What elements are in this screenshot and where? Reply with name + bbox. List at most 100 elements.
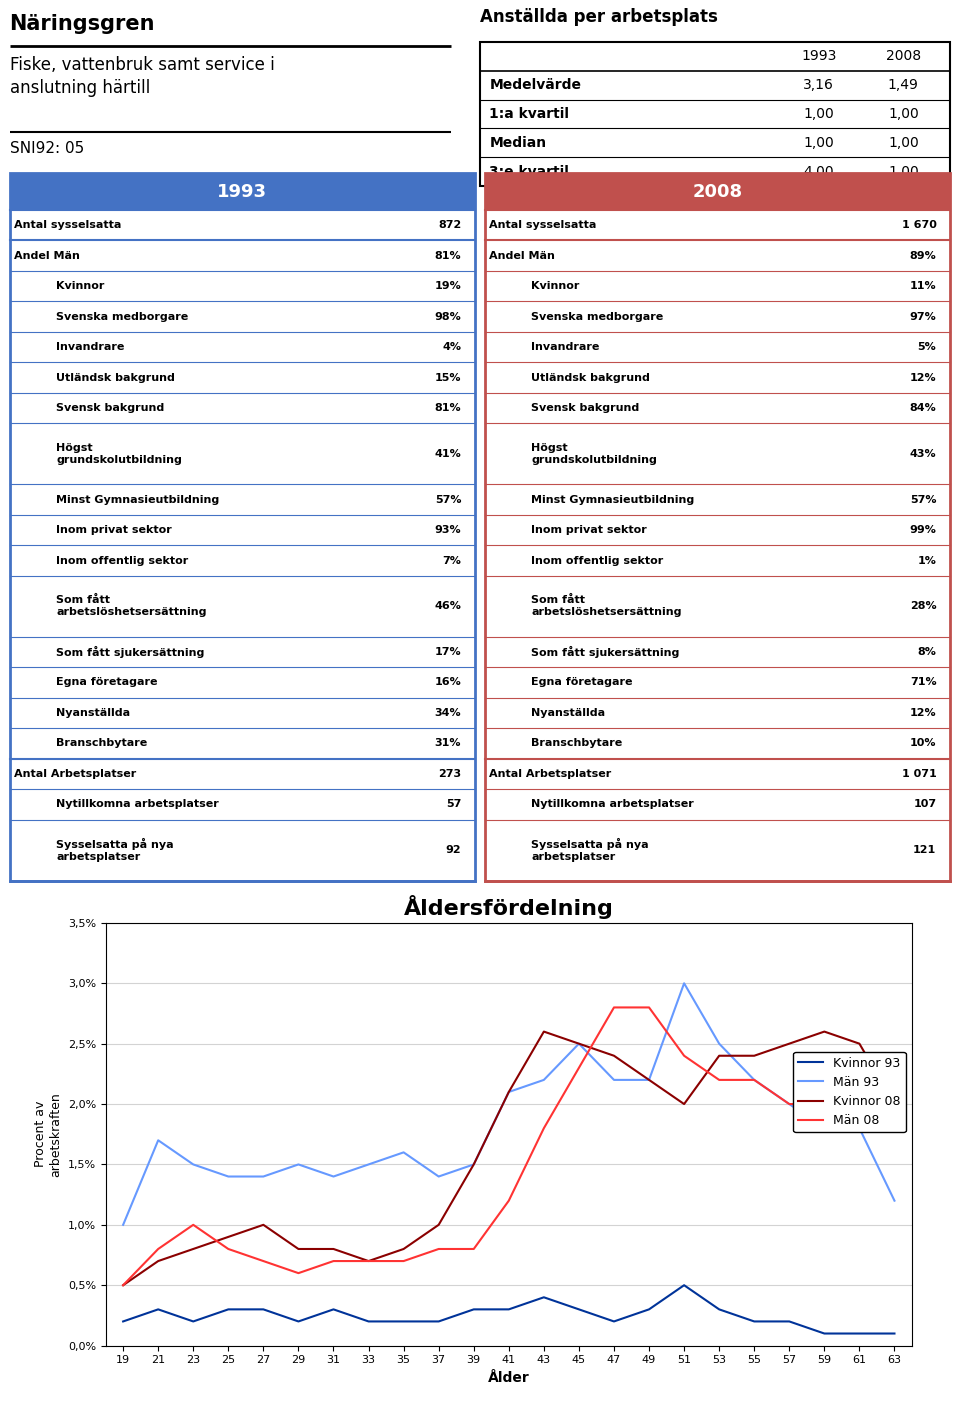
Text: Som fått
arbetslöshetsersättning: Som fått arbetslöshetsersättning [56,596,206,617]
Text: Branschbytare: Branschbytare [56,738,148,748]
Män 08 [293,1265,304,1282]
Män 93 [117,1216,129,1233]
Text: Kvinnor: Kvinnor [532,282,580,292]
Text: 5%: 5% [918,342,936,352]
Text: 57: 57 [445,799,461,809]
Text: 107: 107 [913,799,936,809]
Text: Minst Gymnasieutbildning: Minst Gymnasieutbildning [56,495,220,504]
Kvinnor 08 [187,1240,199,1257]
Bar [480,42,950,186]
Män 08 [643,999,655,1016]
Kvinnor 08 [363,1253,374,1270]
Text: 1,00: 1,00 [888,165,919,179]
Text: Nyanställda: Nyanställda [532,707,606,719]
Kvinnor 93 [223,1301,234,1317]
Text: Utländsk bakgrund: Utländsk bakgrund [532,372,650,383]
Män 08 [503,1192,515,1209]
Text: Näringsgren: Näringsgren [10,14,156,34]
Text: Branschbytare: Branschbytare [532,738,623,748]
Text: 121: 121 [913,845,936,855]
Text: Inom offentlig sektor: Inom offentlig sektor [532,555,663,565]
Kvinnor 08 [819,1023,830,1040]
Text: 15%: 15% [435,372,461,383]
Män 93 [187,1155,199,1172]
Text: 1993: 1993 [801,49,836,63]
Män 93 [433,1168,444,1185]
Män 93 [609,1071,620,1088]
Text: 89%: 89% [910,251,936,261]
Kvinnor 93 [573,1301,585,1317]
Text: Inom privat sektor: Inom privat sektor [56,526,172,535]
Män 93 [257,1168,269,1185]
Text: Antal Arbetsplatser: Antal Arbetsplatser [490,769,612,779]
Text: Svensk bakgrund: Svensk bakgrund [532,403,639,413]
Text: 4,00: 4,00 [804,165,834,179]
Kvinnor 08 [679,1096,690,1113]
Text: 34%: 34% [435,707,461,719]
Text: 1 670: 1 670 [901,220,936,230]
Text: Antal sysselsatta: Antal sysselsatta [490,220,597,230]
X-axis label: Ålder: Ålder [488,1371,530,1385]
Text: Medelvärde: Medelvärde [490,77,582,92]
Kvinnor 08 [573,1036,585,1053]
Män 93 [539,1071,550,1088]
Kvinnor 08 [539,1023,550,1040]
Text: 28%: 28% [910,602,936,612]
Kvinnor 08 [713,1047,725,1064]
Text: SNI92: 05: SNI92: 05 [10,141,84,156]
Män 93 [397,1144,409,1161]
Text: 97%: 97% [910,311,936,321]
Text: 92: 92 [445,845,461,855]
Män 08 [573,1060,585,1076]
Text: Nytillkomna arbetsplatser: Nytillkomna arbetsplatser [532,799,694,809]
Män 93 [713,1036,725,1053]
Text: Nyanställda: Nyanställda [56,707,131,719]
Text: 98%: 98% [435,311,461,321]
Män 93 [819,1120,830,1137]
Line: Kvinnor 08: Kvinnor 08 [123,1031,895,1285]
Män 93 [223,1168,234,1185]
Line: Män 93: Män 93 [123,983,895,1224]
Kvinnor 93 [643,1301,655,1317]
Män 93 [573,1036,585,1053]
Kvinnor 93 [889,1324,900,1341]
Text: 872: 872 [438,220,461,230]
Text: 1993: 1993 [217,183,268,200]
Kvinnor 93 [117,1313,129,1330]
Text: Svensk bakgrund: Svensk bakgrund [56,403,164,413]
Kvinnor 08 [749,1047,760,1064]
Text: 1,00: 1,00 [804,135,834,149]
Kvinnor 08 [468,1155,479,1172]
Kvinnor 93 [327,1301,339,1317]
Text: 84%: 84% [910,403,936,413]
Text: 81%: 81% [435,251,461,261]
Män 93 [853,1120,865,1137]
Män 08 [679,1047,690,1064]
Män 93 [327,1168,339,1185]
Text: 99%: 99% [909,526,936,535]
Män 93 [749,1071,760,1088]
Text: Nytillkomna arbetsplatser: Nytillkomna arbetsplatser [56,799,219,809]
Män 08 [153,1240,164,1257]
Text: 46%: 46% [434,602,461,612]
Män 08 [257,1253,269,1270]
Kvinnor 08 [503,1084,515,1100]
Män 08 [713,1071,725,1088]
Text: 3:e kvartil: 3:e kvartil [490,165,569,179]
Kvinnor 08 [257,1216,269,1233]
Kvinnor 08 [609,1047,620,1064]
Line: Kvinnor 93: Kvinnor 93 [123,1285,895,1333]
Kvinnor 08 [783,1036,795,1053]
Kvinnor 93 [749,1313,760,1330]
Män 08 [223,1240,234,1257]
Text: Utländsk bakgrund: Utländsk bakgrund [56,372,175,383]
Text: Egna företagare: Egna företagare [532,678,633,688]
Text: 19%: 19% [435,282,461,292]
Män 08 [853,1071,865,1088]
Kvinnor 08 [853,1036,865,1053]
Text: 1,00: 1,00 [888,107,919,121]
Män 93 [783,1096,795,1113]
Kvinnor 08 [397,1240,409,1257]
Text: Som fått
arbetslöshetsersättning: Som fått arbetslöshetsersättning [532,596,682,617]
Kvinnor 08 [223,1229,234,1246]
